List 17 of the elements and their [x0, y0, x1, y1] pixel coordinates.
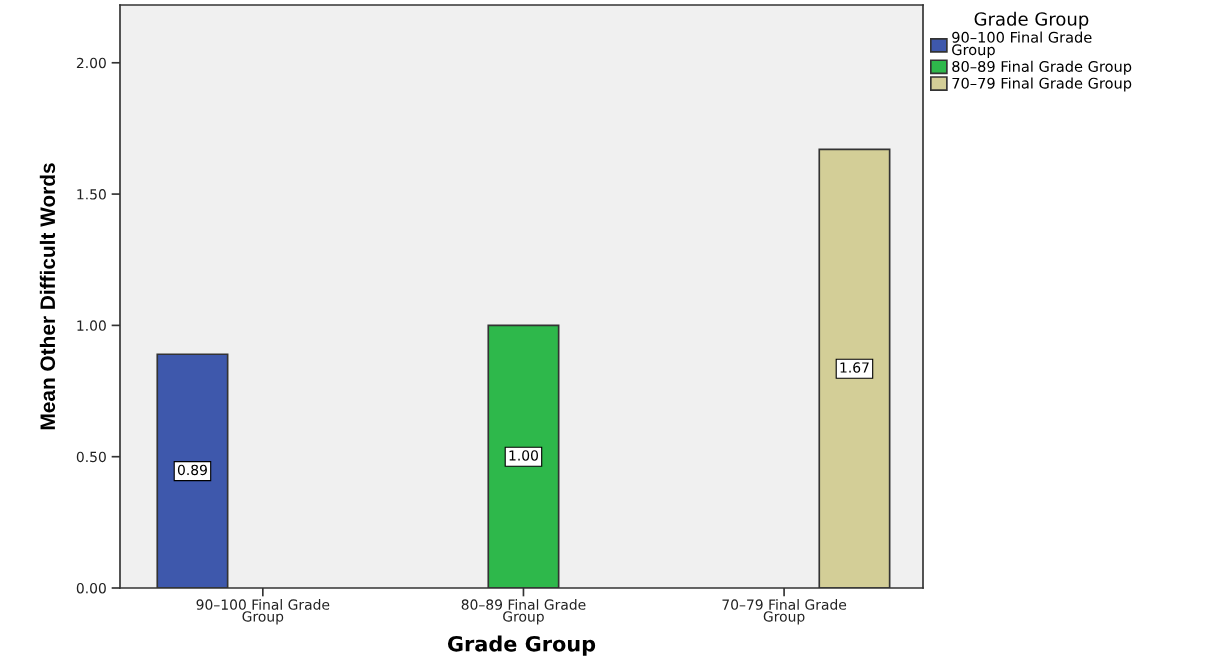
y-tick-label: 0.00 — [76, 582, 106, 594]
y-axis-title: Mean Other Difficult Words — [39, 163, 56, 430]
y-tick-label: 0.50 — [76, 451, 106, 463]
x-tick-label: 80–89 Final Grade Group — [461, 599, 586, 625]
x-axis-title: Grade Group — [447, 635, 596, 656]
legend-label: 80–89 Final Grade Group — [952, 60, 1132, 75]
data-label: 0.89 — [177, 464, 207, 476]
x-tick-label: 90–100 Final Grade Group — [196, 599, 330, 625]
data-label: 1.00 — [509, 450, 538, 461]
x-tick-label: 70–79 Final Grade Group — [722, 599, 847, 625]
legend-title: Grade Group — [974, 11, 1089, 30]
y-tick-label: 1.00 — [77, 320, 106, 331]
y-tick-label: 2.00 — [76, 57, 106, 69]
y-tick-label: 1.50 — [77, 189, 106, 200]
legend-label: 70–79 Final Grade Group — [952, 77, 1132, 92]
legend-label: 90–100 Final Grade Group — [952, 31, 1092, 59]
data-label: 1.67 — [840, 362, 869, 373]
